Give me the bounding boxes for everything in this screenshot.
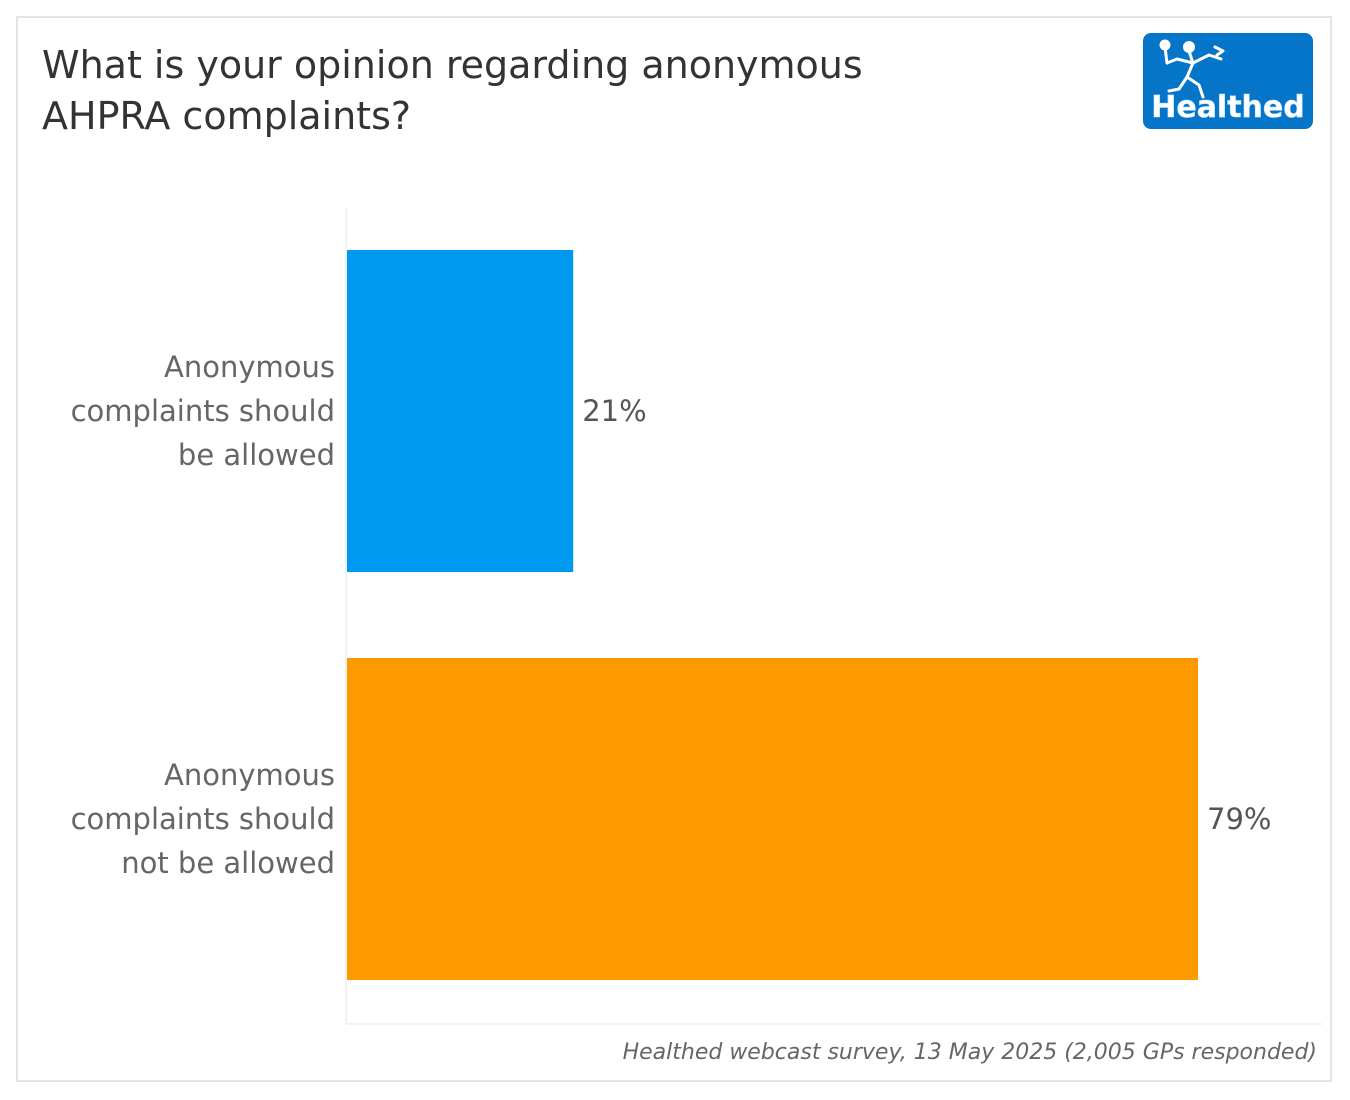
- logo-wordmark: Healthed: [1151, 90, 1305, 125]
- category-label-1: Anonymous complaints should not be allowed: [35, 753, 335, 885]
- category-label-line: Anonymous: [164, 758, 335, 792]
- category-label-line: Anonymous: [164, 350, 335, 384]
- category-label-line: complaints should: [70, 394, 335, 428]
- chart-title: What is your opinion regarding anonymous…: [42, 40, 942, 142]
- bar-value-label-0: 21%: [582, 394, 647, 428]
- bar-value-label-1: 79%: [1207, 802, 1272, 836]
- chart-title-line-1: What is your opinion regarding anonymous: [42, 43, 863, 87]
- hermes-runner-icon: Healthed: [1151, 39, 1305, 125]
- chart-title-line-2: AHPRA complaints?: [42, 94, 412, 138]
- source-footnote: Healthed webcast survey, 13 May 2025 (2,…: [622, 1040, 1317, 1065]
- category-label-0: Anonymous complaints should be allowed: [35, 345, 335, 477]
- healthed-logo: Healthed: [1143, 33, 1313, 129]
- chart-frame: [16, 16, 1332, 1082]
- category-label-line: be allowed: [177, 438, 335, 472]
- category-label-line: complaints should: [70, 802, 335, 836]
- category-label-line: not be allowed: [121, 846, 335, 880]
